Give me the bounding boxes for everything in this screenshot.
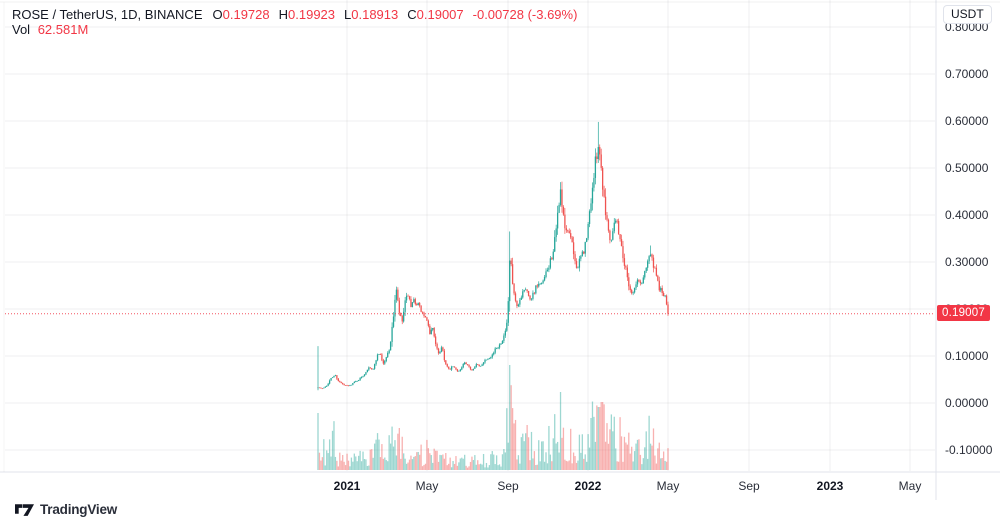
price-axis-label: 0.00000 [945, 395, 989, 410]
time-axis-label: May [415, 479, 439, 493]
last-price-label: 0.19007 [937, 305, 990, 321]
price-axis-label: 0.10000 [945, 348, 989, 363]
tradingview-logo-icon[interactable] [15, 502, 34, 517]
ohlc-high: H0.19923 [278, 7, 336, 22]
currency-badge[interactable]: USDT [943, 5, 992, 24]
symbol-title[interactable]: ROSE / TetherUS, 1D, BINANCE [12, 7, 203, 22]
time-axis-label: May [656, 479, 680, 493]
price-axis-label: -0.10000 [945, 442, 993, 457]
ohlc-low: L0.18913 [344, 7, 399, 22]
ohlc-open: O0.19728 [212, 7, 270, 22]
price-axis-label: 0.50000 [945, 160, 989, 175]
ohlc-close: C0.19007 [407, 7, 464, 22]
price-axis-label: 0.30000 [945, 254, 989, 269]
time-axis-label: May [898, 479, 922, 493]
volume-layer [317, 365, 669, 470]
footer: TradingView [15, 502, 117, 517]
volume-label[interactable]: Vol [12, 22, 31, 37]
time-axis-label: Sep [738, 479, 760, 493]
price-axis[interactable]: USDT 0.80000 0.70000 0.60000 0.50000 0.40000… [936, 0, 1000, 472]
tradingview-brand[interactable]: TradingView [40, 502, 118, 517]
price-axis-label: 0.60000 [945, 113, 989, 128]
candles-layer[interactable] [317, 121, 669, 391]
grid-layer [5, 0, 935, 471]
price-axis-label: 0.70000 [945, 66, 989, 81]
time-axis-label: Sep [497, 479, 519, 493]
time-axis-label: 2023 [816, 479, 844, 493]
time-axis-label: 2022 [574, 479, 602, 493]
price-axis-label: 0.40000 [945, 207, 989, 222]
time-axis-label: 2021 [333, 479, 361, 493]
change-value: -0.00728 (-3.69%) [472, 7, 578, 22]
volume-value: 62.581M [37, 22, 89, 37]
legend: ROSE / TetherUS, 1D, BINANCE O0.19728 H0.1… [12, 7, 577, 37]
volume-row: Vol 62.581M [12, 22, 577, 37]
time-axis[interactable]: 2021 May Sep 2022 May Sep 2023 May [0, 472, 1000, 500]
